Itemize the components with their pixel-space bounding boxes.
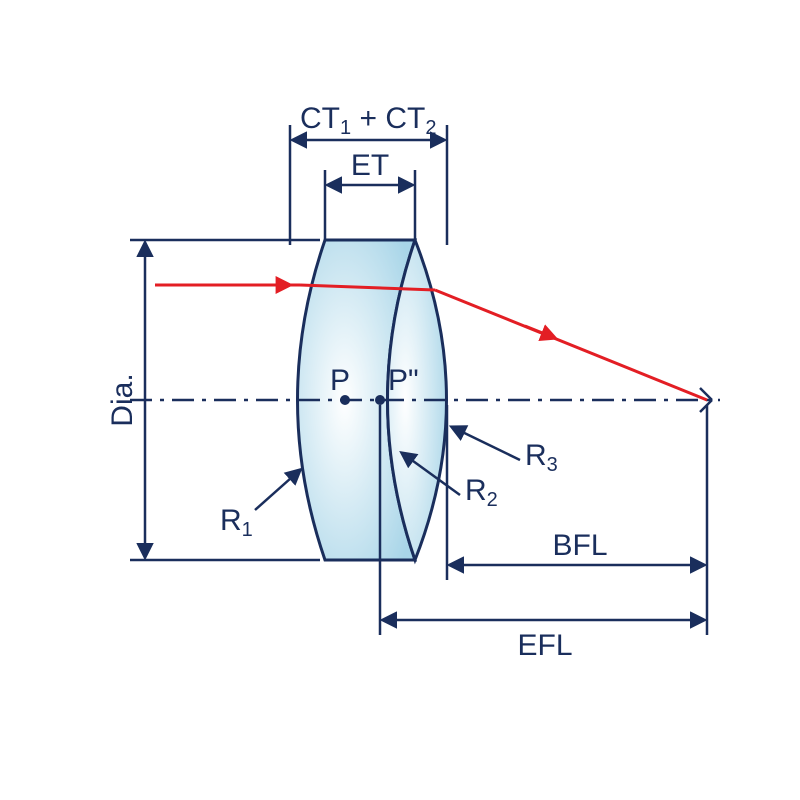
lens-diagram: P P" CT1 + CT2 ET Dia. R1 R2 R3 BFL EFL: [0, 0, 800, 800]
label-p2: P": [388, 364, 419, 397]
label-r1: R1: [220, 504, 253, 541]
label-r2: R2: [465, 474, 498, 511]
label-r3: R3: [525, 439, 558, 476]
principal-point-p2: [375, 395, 385, 405]
label-ct: CT1 + CT2: [300, 102, 436, 139]
pointer-r3: [452, 427, 520, 460]
label-efl: EFL: [517, 629, 572, 662]
label-p: P: [330, 364, 350, 397]
pointer-r1: [255, 470, 300, 510]
label-dia: Dia.: [106, 373, 139, 426]
dimension-bfl: [447, 405, 707, 635]
label-bfl: BFL: [552, 529, 607, 562]
label-et: ET: [351, 149, 389, 182]
